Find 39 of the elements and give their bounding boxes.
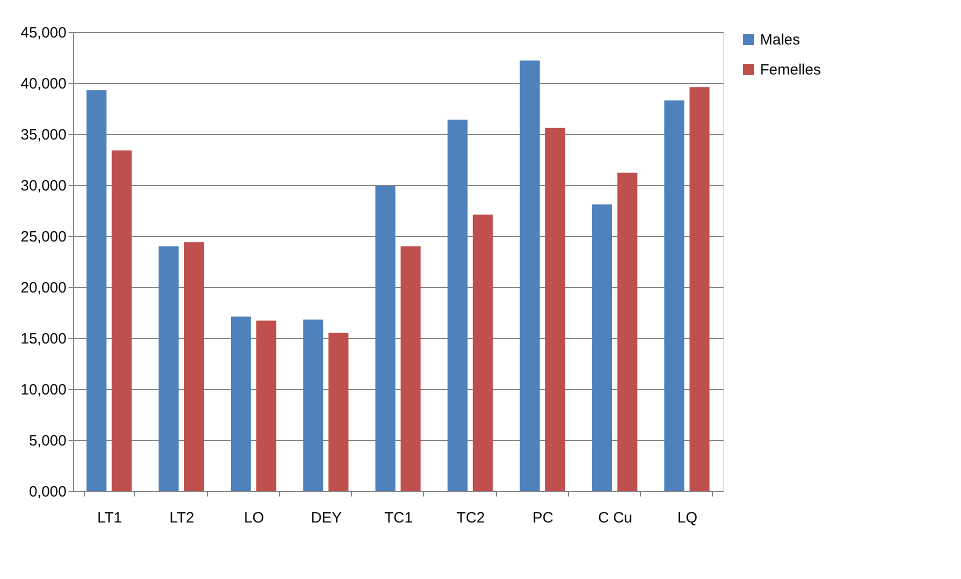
bar bbox=[303, 320, 324, 491]
bar bbox=[592, 204, 612, 491]
x-tick-label: DEY bbox=[310, 510, 342, 526]
y-tick-label: 5,000 bbox=[28, 432, 66, 450]
x-tick-label: TC2 bbox=[456, 510, 485, 526]
y-tick-label: 15,000 bbox=[20, 330, 66, 348]
legend-label: Males bbox=[760, 32, 800, 48]
bar bbox=[375, 186, 396, 491]
bar bbox=[230, 316, 251, 491]
bar bbox=[328, 332, 348, 491]
bar bbox=[256, 320, 276, 491]
bar bbox=[520, 60, 540, 491]
y-tick-label: 30,000 bbox=[20, 178, 66, 194]
y-tick-label: 20,000 bbox=[20, 280, 66, 296]
y-tick-label: 45,000 bbox=[20, 24, 66, 42]
bar bbox=[184, 242, 204, 491]
x-tick-label: LT2 bbox=[169, 510, 194, 526]
bar bbox=[112, 150, 132, 491]
bar bbox=[664, 100, 684, 491]
x-tick-label: PC bbox=[532, 510, 554, 526]
x-tick-label: LO bbox=[244, 510, 264, 526]
y-tick-label: 25,000 bbox=[20, 228, 66, 246]
x-tick-label: LQ bbox=[677, 510, 698, 526]
bar bbox=[400, 246, 421, 491]
bar bbox=[448, 120, 468, 491]
y-tick-label: 0,000 bbox=[28, 484, 66, 500]
x-tick-label: LT1 bbox=[97, 510, 122, 526]
x-tick-label: C Cu bbox=[598, 510, 632, 526]
legend-label: Femelles bbox=[760, 62, 821, 78]
bar bbox=[617, 172, 638, 491]
y-tick-label: 10,000 bbox=[20, 382, 66, 398]
bar bbox=[472, 214, 493, 491]
y-tick-label: 35,000 bbox=[20, 126, 66, 144]
bar bbox=[158, 246, 179, 491]
bar bbox=[690, 87, 710, 491]
bar bbox=[86, 90, 106, 491]
x-tick-label: TC1 bbox=[384, 510, 413, 526]
y-tick-label: 40,000 bbox=[20, 76, 66, 92]
bar bbox=[545, 128, 566, 491]
